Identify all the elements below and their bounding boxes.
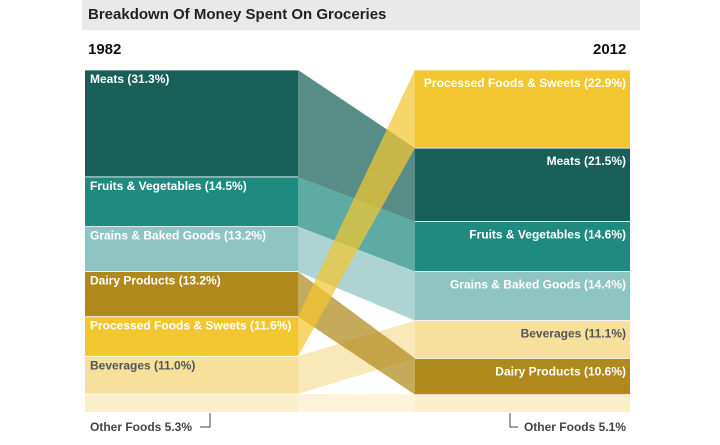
- bar-2012-dairy-products: [415, 358, 630, 395]
- bar-1982-grains-and-baked-goods: [85, 226, 298, 272]
- label-1982-grains-and-baked-goods: Grains & Baked Goods (13.2%): [90, 228, 266, 242]
- label-1982-dairy-products: Dairy Products (13.2%): [90, 274, 221, 288]
- bar-1982-fruits-and-vegetables: [85, 176, 298, 227]
- label-2012-beverages: Beverages (11.1%): [521, 327, 626, 341]
- bar-2012-grains-and-baked-goods: [415, 271, 630, 321]
- flow-processed-foods-and-sweets: [298, 70, 415, 357]
- chart-title-bar: Breakdown Of Money Spent On Groceries: [82, 0, 640, 30]
- bar-2012-beverages: [415, 320, 630, 359]
- bar-2012-fruits-and-vegetables: [415, 221, 630, 272]
- bar-1982-dairy-products: [85, 271, 298, 317]
- label-1982-meats: Meats (31.3%): [90, 72, 169, 86]
- bars: [85, 69, 630, 412]
- label-2012-grains-and-baked-goods: Grains & Baked Goods (14.4%): [450, 277, 626, 291]
- bar-2012-other-foods: [415, 394, 630, 412]
- year-2012-label: 2012: [593, 41, 627, 58]
- label-1982-beverages: Beverages (11.0%): [90, 358, 195, 372]
- flow-other-foods: [298, 393, 415, 412]
- bar-2012-meats: [415, 148, 630, 222]
- bar-1982-beverages: [85, 356, 298, 394]
- label-1982-processed-foods-and-sweets: Processed Foods & Sweets (11.6%): [90, 319, 291, 333]
- bar-1982-other-foods: [85, 393, 298, 412]
- label-1982-fruits-and-vegetables: Fruits & Vegetables (14.5%): [90, 179, 247, 193]
- bar-2012-processed-foods-and-sweets: [415, 70, 630, 149]
- bar-1982-processed-foods-and-sweets: [85, 316, 298, 357]
- label-2012-meats: Meats (21.5%): [547, 154, 626, 168]
- flows: [298, 70, 415, 412]
- label-2012-fruits-and-vegetables: Fruits & Vegetables (14.6%): [469, 228, 626, 242]
- chart-title: Breakdown Of Money Spent On Groceries: [88, 6, 387, 23]
- bar-1982-meats: [85, 70, 298, 177]
- labels: Meats (31.3%) Fruits & Vegetables (14.5%)…: [90, 72, 626, 434]
- label-2012-other-foods: Other Foods 5.1%: [524, 420, 626, 434]
- year-1982-label: 1982: [88, 41, 122, 58]
- flow-grains-and-baked-goods: [298, 226, 415, 321]
- label-1982-other-foods: Other Foods 5.3%: [90, 420, 192, 434]
- leader-1982-other: [200, 413, 211, 428]
- label-2012-processed-foods-and-sweets: Processed Foods & Sweets (22.9%): [424, 76, 626, 90]
- leader-2012-other: [509, 413, 518, 428]
- label-2012-dairy-products: Dairy Products (10.6%): [495, 364, 626, 378]
